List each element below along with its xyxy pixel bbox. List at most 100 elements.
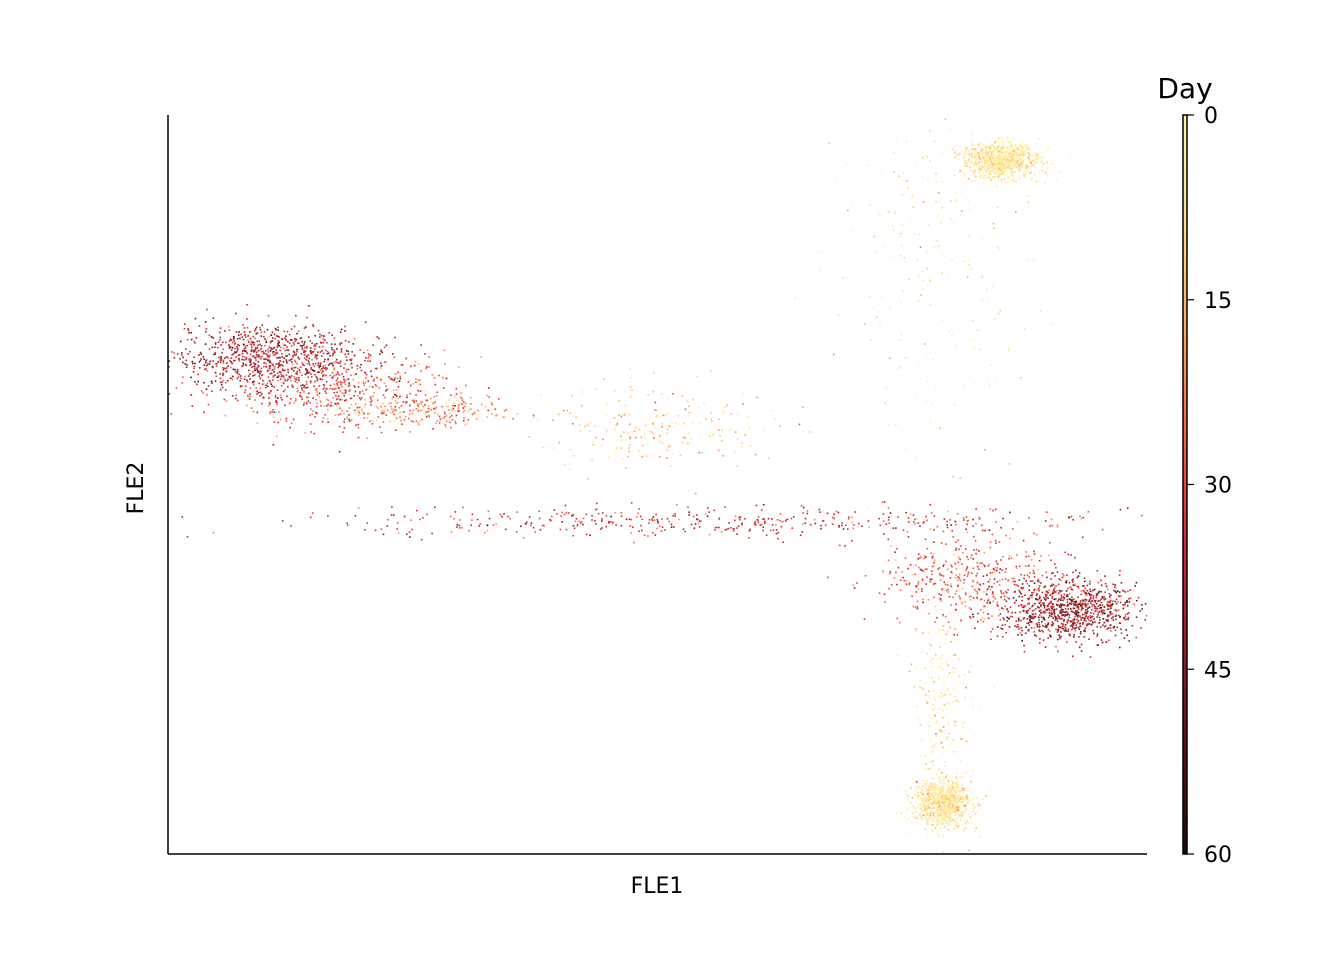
scatter-point — [919, 847, 921, 849]
scatter-point — [280, 385, 283, 387]
scatter-point — [333, 350, 336, 353]
scatter-point — [259, 395, 261, 397]
scatter-point — [653, 442, 656, 444]
scatter-point — [1098, 590, 1100, 593]
scatter-point — [814, 522, 817, 525]
scatter-point — [1024, 153, 1026, 156]
scatter-point — [238, 354, 241, 356]
scatter-point — [259, 348, 262, 351]
scatter-point — [393, 408, 395, 411]
scatter-point — [719, 434, 721, 437]
scatter-point — [981, 151, 984, 153]
scatter-point — [915, 586, 917, 588]
scatter-point — [438, 374, 440, 377]
scatter-point — [1000, 172, 1002, 175]
scatter-point — [685, 409, 687, 411]
scatter-point — [930, 570, 933, 572]
scatter-point — [1101, 609, 1104, 611]
scatter-point — [995, 149, 997, 151]
scatter-point — [982, 575, 985, 577]
scatter-point — [1016, 623, 1019, 626]
scatter-point — [448, 420, 451, 422]
scatter-point — [1038, 586, 1040, 589]
scatter-point — [640, 524, 642, 527]
scatter-point — [939, 827, 941, 829]
scatter-point — [454, 420, 456, 423]
scatter-point — [251, 366, 253, 369]
scatter-point — [1109, 599, 1112, 602]
scatter-point — [591, 458, 593, 461]
scatter-point — [314, 348, 316, 350]
scatter-point — [630, 502, 633, 504]
scatter-point — [221, 386, 224, 389]
scatter-point — [1123, 637, 1126, 639]
scatter-point — [333, 375, 335, 377]
scatter-point — [986, 157, 989, 159]
scatter-point — [953, 222, 956, 224]
scatter-point — [225, 370, 228, 372]
scatter-point — [1056, 525, 1059, 528]
scatter-point — [1089, 597, 1092, 600]
scatter-point — [1047, 623, 1049, 626]
scatter-point — [1099, 604, 1101, 606]
scatter-point — [1092, 595, 1095, 597]
scatter-point — [879, 322, 881, 324]
scatter-point — [236, 371, 238, 373]
scatter-point — [1057, 600, 1059, 602]
scatter-point — [1015, 180, 1018, 182]
scatter-point — [990, 155, 992, 158]
scatter-point — [1034, 158, 1037, 161]
scatter-point — [744, 518, 746, 520]
scatter-point — [186, 338, 189, 341]
scatter-point — [635, 426, 638, 429]
scatter-point — [200, 390, 203, 392]
scatter-point — [1001, 165, 1003, 168]
scatter-point — [300, 384, 302, 387]
scatter-point — [316, 394, 319, 396]
scatter-point — [561, 521, 563, 523]
scatter-point — [315, 354, 318, 357]
scatter-point — [503, 410, 506, 412]
scatter-point — [987, 158, 990, 161]
scatter-point — [1015, 146, 1017, 149]
scatter-point — [267, 360, 269, 362]
scatter-point — [324, 349, 327, 352]
scatter-point — [335, 387, 337, 390]
scatter-point — [298, 342, 300, 345]
scatter-point — [287, 386, 289, 388]
scatter-point — [615, 524, 617, 526]
scatter-point — [460, 397, 463, 399]
scatter-point — [963, 574, 966, 577]
scatter-point — [1043, 602, 1045, 604]
scatter-point — [321, 355, 323, 357]
scatter-point — [356, 424, 358, 426]
scatter-point — [1005, 159, 1008, 161]
scatter-point — [1021, 165, 1023, 168]
scatter-point — [1099, 619, 1101, 621]
scatter-point — [331, 347, 333, 349]
scatter-point — [1000, 152, 1002, 155]
scatter-point — [241, 385, 244, 388]
scatter-point — [1079, 603, 1081, 606]
scatter-point — [274, 374, 276, 376]
scatter-point — [397, 386, 400, 388]
scatter-point — [1035, 607, 1037, 610]
scatter-point — [953, 633, 955, 636]
scatter-point — [911, 595, 913, 598]
scatter-point — [309, 347, 312, 349]
scatter-point — [660, 530, 663, 532]
scatter-point — [1044, 585, 1046, 588]
scatter-point — [1004, 605, 1006, 607]
scatter-point — [779, 513, 782, 515]
scatter-point — [1030, 621, 1033, 623]
scatter-point — [1031, 156, 1033, 159]
scatter-point — [1017, 147, 1019, 150]
scatter-point — [956, 795, 959, 797]
scatter-point — [1070, 621, 1072, 623]
scatter-point — [1034, 152, 1036, 154]
scatter-point — [935, 201, 937, 203]
scatter-point — [1027, 167, 1030, 170]
scatter-point — [1112, 626, 1115, 629]
scatter-point — [465, 402, 467, 405]
scatter-point — [291, 368, 293, 371]
